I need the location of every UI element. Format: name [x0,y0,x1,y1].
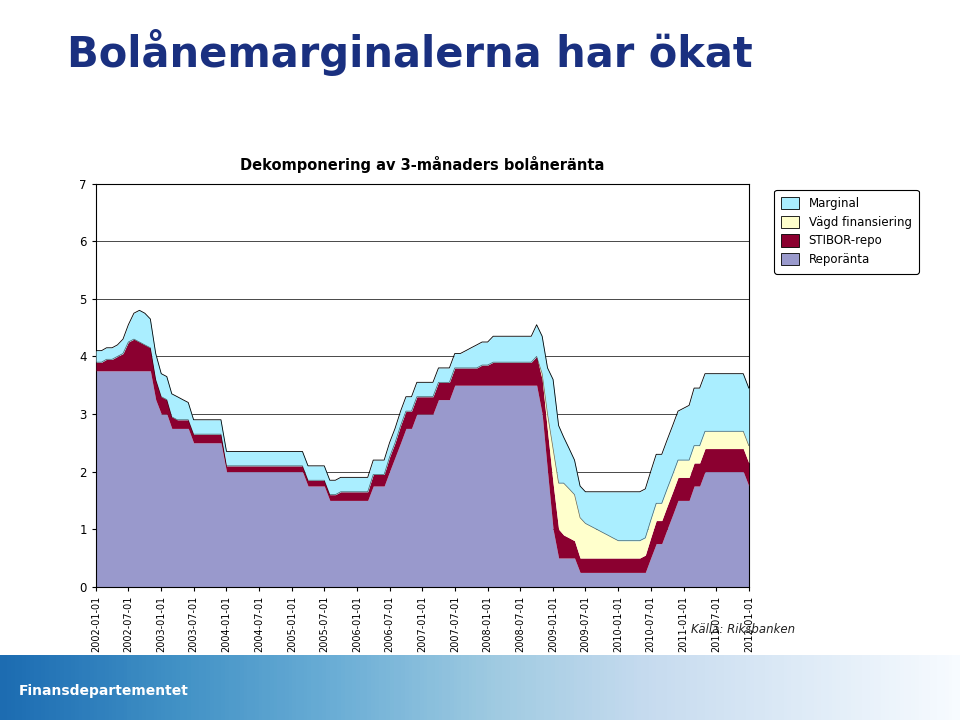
Title: Dekomponering av 3-månaders bolåneränta: Dekomponering av 3-månaders bolåneränta [240,156,605,173]
Text: Bolånemarginalerna har ökat: Bolånemarginalerna har ökat [67,29,753,76]
Legend: Marginal, Vägd finansiering, STIBOR-repo, Reporänta: Marginal, Vägd finansiering, STIBOR-repo… [775,189,919,274]
Text: Källa: Riksbanken: Källa: Riksbanken [691,623,795,636]
Text: Finansdepartementet: Finansdepartementet [19,684,189,698]
